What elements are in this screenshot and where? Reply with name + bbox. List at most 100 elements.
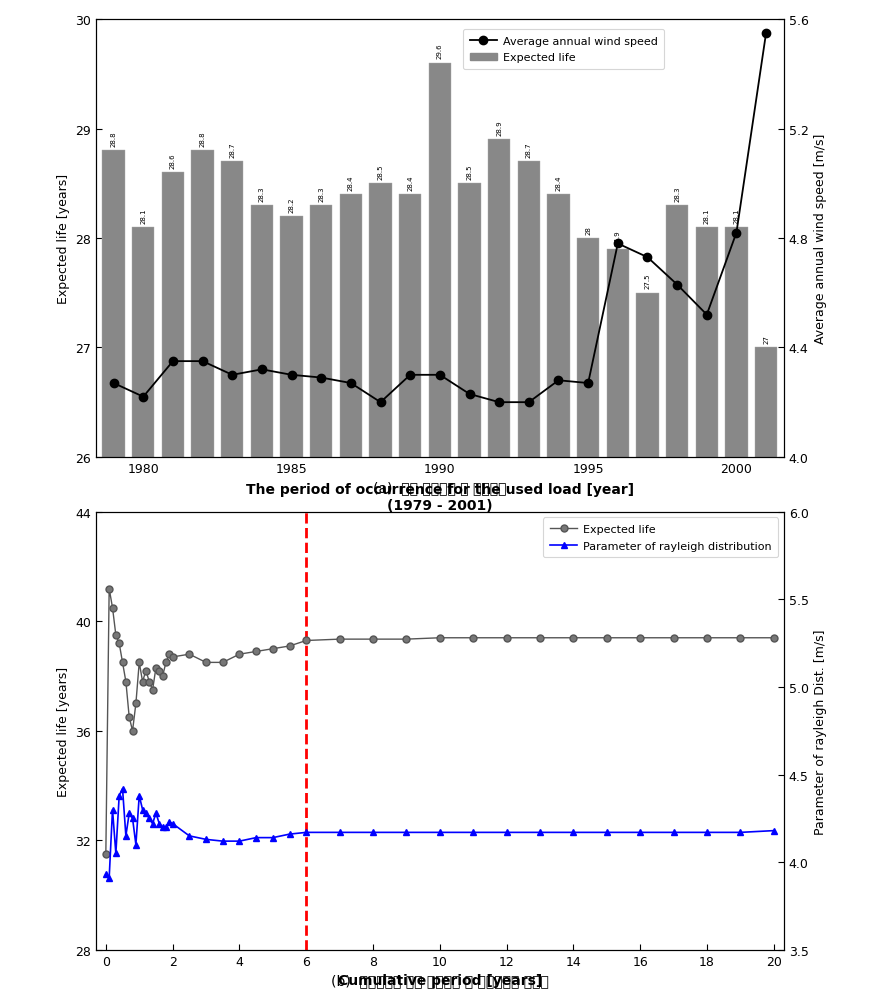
X-axis label: The period of occurrence for the used load [year]
(1979 - 2001): The period of occurrence for the used lo…: [246, 482, 634, 513]
Expected life: [502, 632, 512, 644]
Bar: [132, 228, 154, 1003]
Expected life: [161, 657, 172, 669]
X-axis label: Cumulative period [years]: Cumulative period [years]: [338, 973, 542, 987]
Bar: [103, 151, 125, 1003]
Parameter of rayleigh distribution: [301, 826, 312, 839]
Text: 28.7: 28.7: [526, 142, 532, 157]
Legend: Average annual wind speed, Expected life: Average annual wind speed, Expected life: [463, 30, 665, 70]
Expected life: [251, 646, 261, 658]
Expected life: [768, 632, 779, 644]
Text: 28.4: 28.4: [408, 176, 413, 191]
Text: (b)  누적기간에 따른 평균풍속 및 기대수명의 수렴도: (b) 누적기간에 따른 평균풍속 및 기대수명의 수렴도: [331, 973, 549, 987]
Text: 28.3: 28.3: [259, 186, 265, 202]
Text: 27: 27: [763, 335, 769, 344]
Bar: [162, 174, 184, 1003]
Parameter of rayleigh distribution: [284, 828, 294, 841]
Parameter of rayleigh distribution: [368, 826, 378, 839]
Parameter of rayleigh distribution: [101, 869, 111, 881]
Parameter of rayleigh distribution: [134, 789, 145, 801]
Expected life: [334, 634, 345, 646]
Parameter of rayleigh distribution: [111, 848, 121, 860]
Parameter of rayleigh distribution: [151, 807, 161, 819]
Y-axis label: Expected life [years]: Expected life [years]: [57, 174, 70, 304]
Parameter of rayleigh distribution: [435, 826, 445, 839]
Parameter of rayleigh distribution: [118, 782, 128, 794]
Parameter of rayleigh distribution: [768, 824, 779, 837]
Expected life: [368, 634, 378, 646]
Parameter of rayleigh distribution: [121, 830, 132, 843]
Expected life: [702, 632, 712, 644]
Expected life: [735, 632, 746, 644]
Parameter of rayleigh distribution: [535, 826, 545, 839]
Expected life: [635, 632, 645, 644]
Expected life: [118, 657, 128, 669]
Text: 28.8: 28.8: [199, 131, 206, 146]
Expected life: [568, 632, 578, 644]
Line: Parameter of rayleigh distribution: Parameter of rayleigh distribution: [103, 785, 777, 882]
Text: 28.9: 28.9: [496, 120, 503, 136]
Expected life: [104, 583, 114, 595]
Expected life: [218, 657, 228, 669]
Parameter of rayleigh distribution: [144, 812, 154, 824]
Expected life: [602, 632, 612, 644]
Expected life: [435, 632, 445, 644]
Expected life: [164, 649, 174, 661]
Text: 28.1: 28.1: [704, 208, 710, 224]
Bar: [369, 185, 392, 1003]
Text: 28.6: 28.6: [170, 153, 176, 169]
Bar: [429, 64, 451, 1003]
Expected life: [154, 665, 165, 677]
Text: 28.5: 28.5: [467, 164, 472, 180]
Expected life: [138, 676, 148, 688]
Parameter of rayleigh distribution: [138, 803, 148, 815]
Expected life: [127, 725, 138, 737]
Parameter of rayleigh distribution: [104, 872, 114, 884]
Bar: [458, 185, 481, 1003]
Expected life: [402, 634, 412, 646]
Expected life: [151, 662, 161, 674]
Expected life: [101, 849, 111, 861]
Parameter of rayleigh distribution: [402, 826, 412, 839]
Expected life: [267, 643, 278, 655]
Expected life: [535, 632, 545, 644]
Parameter of rayleigh distribution: [114, 789, 125, 801]
Parameter of rayleigh distribution: [267, 831, 278, 844]
Expected life: [158, 670, 168, 682]
Parameter of rayleigh distribution: [602, 826, 612, 839]
Text: 28.1: 28.1: [140, 208, 146, 224]
Bar: [192, 151, 213, 1003]
Bar: [696, 228, 718, 1003]
Expected life: [141, 665, 152, 677]
Bar: [637, 294, 658, 1003]
Expected life: [144, 676, 154, 688]
Parameter of rayleigh distribution: [141, 807, 152, 819]
Bar: [340, 195, 362, 1003]
Bar: [251, 206, 273, 1003]
Text: 28.3: 28.3: [318, 186, 324, 202]
Bar: [517, 162, 540, 1003]
Parameter of rayleigh distribution: [124, 807, 134, 819]
Expected life: [668, 632, 679, 644]
Expected life: [111, 629, 121, 641]
Parameter of rayleigh distribution: [147, 817, 158, 829]
Parameter of rayleigh distribution: [154, 817, 165, 829]
Expected life: [114, 638, 125, 650]
Text: 28.4: 28.4: [556, 176, 562, 191]
Bar: [280, 217, 303, 1003]
Text: 27.5: 27.5: [645, 274, 651, 289]
Parameter of rayleigh distribution: [251, 831, 261, 844]
Expected life: [201, 657, 212, 669]
Expected life: [184, 649, 194, 661]
Expected life: [124, 711, 134, 723]
Bar: [607, 250, 629, 1003]
Text: 28: 28: [585, 226, 591, 235]
Parameter of rayleigh distribution: [167, 817, 178, 829]
Text: 28.7: 28.7: [229, 142, 235, 157]
Expected life: [131, 698, 141, 710]
Legend: Expected life, Parameter of rayleigh distribution: Expected life, Parameter of rayleigh dis…: [543, 518, 779, 558]
Parameter of rayleigh distribution: [201, 833, 212, 846]
Text: 29.6: 29.6: [437, 44, 442, 59]
Parameter of rayleigh distribution: [735, 826, 746, 839]
Bar: [221, 162, 243, 1003]
Parameter of rayleigh distribution: [334, 826, 345, 839]
